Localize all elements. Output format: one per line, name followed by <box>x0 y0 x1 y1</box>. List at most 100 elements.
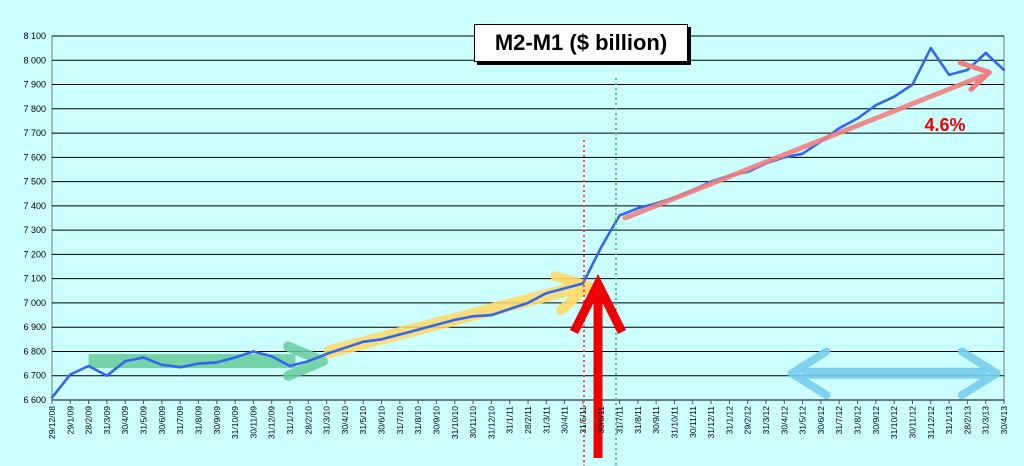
y-tick-label: 7 600 <box>23 152 46 162</box>
data-point <box>600 245 603 249</box>
x-tick-label: 31/10/11 <box>669 406 679 439</box>
y-tick-label: 7 300 <box>23 225 46 235</box>
data-point <box>197 362 200 365</box>
y-tick-label: 7 800 <box>23 104 46 114</box>
x-tick-label: 30/9/11 <box>651 406 661 434</box>
x-tick-label: 30/6/11 <box>596 406 606 434</box>
up-arrow-red-head <box>569 273 627 335</box>
data-point <box>69 373 72 376</box>
y-tick-label: 6 700 <box>23 371 46 381</box>
x-tick-label: 30/9/10 <box>431 406 441 435</box>
data-point <box>636 207 640 210</box>
data-point <box>142 356 145 359</box>
y-tick-label: 8 100 <box>23 31 46 41</box>
x-tick-label: 31/12/10 <box>486 406 496 439</box>
data-point <box>87 364 90 368</box>
data-point <box>801 152 804 155</box>
y-tick-label: 6 800 <box>23 346 46 356</box>
data-point <box>325 352 328 356</box>
data-point <box>984 51 987 55</box>
x-tick-label: 31/10/09 <box>230 406 240 439</box>
x-tick-label: 29/2/12 <box>743 406 753 435</box>
data-point <box>490 313 493 317</box>
x-tick-label: 30/4/09 <box>120 406 130 435</box>
x-tick-label: 31/8/11 <box>633 406 643 434</box>
y-tick-label: 7 100 <box>23 274 46 284</box>
data-point <box>416 328 420 331</box>
x-tick-label: 30/4/12 <box>779 406 789 435</box>
x-tick-label: 30/11/10 <box>468 406 478 439</box>
x-tick-label: 29/12/08 <box>47 406 57 439</box>
data-point <box>545 292 548 295</box>
x-tick-label: 28/2/09 <box>84 406 94 435</box>
annotation-label: 4.6% <box>924 115 965 135</box>
x-tick-label: 31/5/10 <box>358 406 368 435</box>
data-point <box>435 323 438 326</box>
chart-title: M2-M1 ($ billion) <box>474 24 688 62</box>
y-tick-label: 8 000 <box>23 55 46 65</box>
x-tick-label: 30/9/09 <box>212 406 222 435</box>
x-tick-label: 31/1/10 <box>285 406 295 435</box>
x-tick-label: 28/2/10 <box>303 406 313 435</box>
trend-arrow-yellow-head <box>550 271 594 316</box>
y-tick-label: 7 200 <box>23 249 46 259</box>
y-tick-label: 7 500 <box>23 177 46 187</box>
x-tick-label: 30/6/10 <box>377 406 387 435</box>
x-tick-label: 30/11/11 <box>688 406 698 438</box>
data-point <box>270 355 273 358</box>
x-tick-label: 31/5/09 <box>139 406 149 435</box>
x-tick-label: 31/3/12 <box>761 406 771 435</box>
x-tick-label: 30/6/09 <box>157 406 167 435</box>
data-point <box>471 315 475 318</box>
data-point <box>233 356 237 359</box>
data-point <box>453 318 456 322</box>
x-tick-label: 31/10/12 <box>889 406 899 439</box>
data-point <box>288 364 292 368</box>
y-tick-label: 7 400 <box>23 201 46 211</box>
x-tick-label: 31/3/13 <box>981 406 991 435</box>
x-tick-label: 31/10/10 <box>450 406 460 439</box>
double-arrow-blue-head-left <box>787 347 831 400</box>
x-tick-label: 28/2/11 <box>523 406 533 434</box>
y-tick-label: 7 700 <box>23 128 46 138</box>
x-tick-label: 30/4/10 <box>340 406 350 435</box>
y-tick-label: 7 900 <box>23 80 46 90</box>
y-tick-label: 7 000 <box>23 298 46 308</box>
x-tick-label: 31/7/12 <box>834 406 844 435</box>
data-point <box>581 282 585 285</box>
plot-area-frame <box>51 35 1005 401</box>
data-point <box>856 117 859 120</box>
x-tick-label: 31/12/09 <box>267 406 277 439</box>
data-point <box>50 396 54 399</box>
data-point <box>563 287 566 290</box>
x-tick-label: 31/8/12 <box>853 406 863 435</box>
x-tick-label: 30/9/12 <box>871 406 881 435</box>
data-point <box>618 214 621 217</box>
data-point <box>526 301 530 305</box>
x-tick-label: 31/7/10 <box>395 406 405 435</box>
data-point <box>966 68 969 72</box>
y-tick-label: 6 600 <box>23 395 46 405</box>
data-point <box>252 350 255 353</box>
x-tick-label: 31/8/09 <box>193 406 203 435</box>
x-tick-label: 31/5/12 <box>798 406 808 435</box>
x-tick-label: 31/3/09 <box>102 406 112 435</box>
x-tick-label: 30/11/09 <box>248 406 258 439</box>
x-tick-label: 31/3/11 <box>541 406 551 434</box>
data-point <box>380 338 383 341</box>
data-point <box>911 83 914 86</box>
x-tick-label: 31/8/10 <box>413 406 423 435</box>
data-point <box>929 46 932 50</box>
data-point <box>307 359 310 363</box>
x-tick-label: 31/7/09 <box>175 406 185 435</box>
data-point <box>215 361 218 364</box>
x-tick-label: 30/4/11 <box>560 406 570 434</box>
x-tick-label: 31/7/11 <box>615 406 625 434</box>
data-point <box>398 333 402 336</box>
x-tick-label: 30/6/12 <box>816 406 826 435</box>
data-point <box>362 340 365 343</box>
x-tick-label: 31/3/10 <box>322 406 332 435</box>
data-point <box>105 374 109 377</box>
x-tick-label: 31/1/11 <box>505 406 515 434</box>
